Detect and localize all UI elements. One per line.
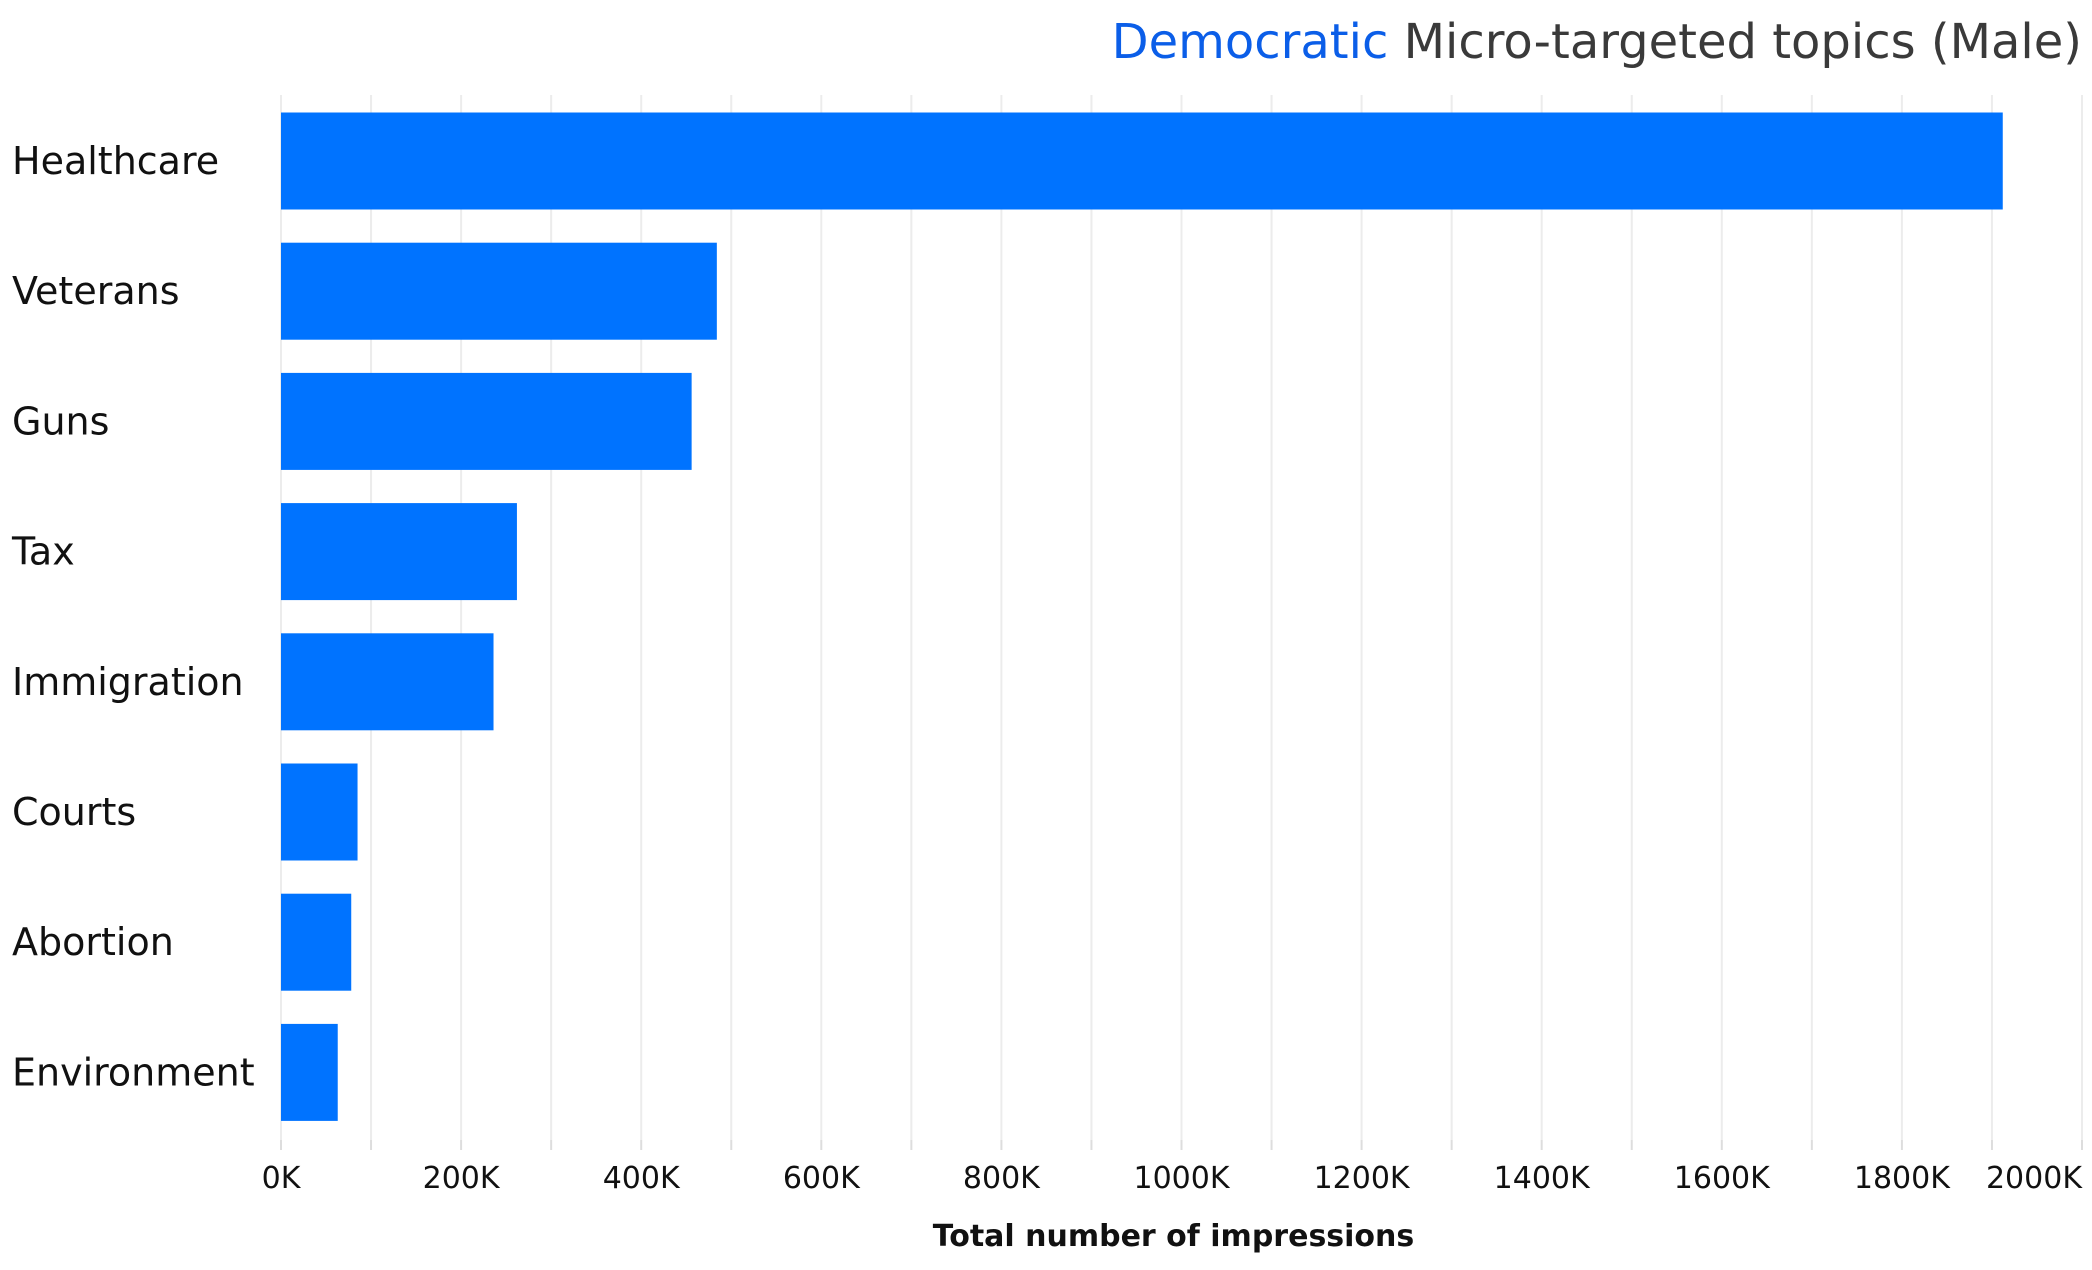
bars	[281, 112, 2003, 1121]
bar-environment	[281, 1023, 338, 1121]
x-tick-label: 400K	[603, 1161, 681, 1196]
category-label-veterans: Veterans	[12, 269, 180, 313]
bar-veterans	[281, 242, 717, 340]
bar-immigration	[281, 633, 494, 731]
bar-abortion	[281, 893, 352, 991]
x-tick-label: 1000K	[1133, 1161, 1230, 1196]
grid-lines	[280, 95, 2083, 1150]
x-tick-label: 1200K	[1314, 1161, 1411, 1196]
x-tick-label: 1400K	[1494, 1161, 1591, 1196]
x-tick-label: 1600K	[1674, 1161, 1771, 1196]
x-tick-label: 200K	[423, 1161, 501, 1196]
category-label-environment: Environment	[12, 1050, 255, 1094]
category-label-courts: Courts	[12, 790, 136, 834]
x-axis-ticks: 0K 200K 400K 600K 800K 1000K 1200K 1400K 1600K 18…	[262, 1161, 2084, 1196]
x-tick-label: 600K	[783, 1161, 861, 1196]
bar-courts	[281, 763, 358, 861]
category-label-healthcare: Healthcare	[12, 139, 219, 183]
category-label-immigration: Immigration	[12, 660, 244, 704]
bar-tax	[281, 503, 517, 601]
x-tick-label: 0K	[262, 1161, 302, 1196]
x-tick-label: 800K	[963, 1161, 1041, 1196]
x-tick-label: 2000K	[1986, 1161, 2083, 1196]
category-label-abortion: Abortion	[12, 920, 174, 964]
chart-title-accent: Democratic	[1111, 14, 1389, 70]
bar-guns	[281, 372, 692, 470]
category-labels: Healthcare Veterans Guns Tax Immigration Cour…	[11, 139, 255, 1094]
chart-title: Democratic Micro-targeted topics (Male)	[1112, 14, 2082, 70]
bar-healthcare	[281, 112, 2003, 210]
x-tick-label: 1800K	[1854, 1161, 1951, 1196]
category-label-guns: Guns	[12, 399, 109, 443]
x-axis-title: Total number of impressions	[933, 1219, 1415, 1254]
chart-title-rest: Micro-targeted topics (Male)	[1388, 14, 2082, 70]
category-label-tax: Tax	[11, 530, 75, 574]
